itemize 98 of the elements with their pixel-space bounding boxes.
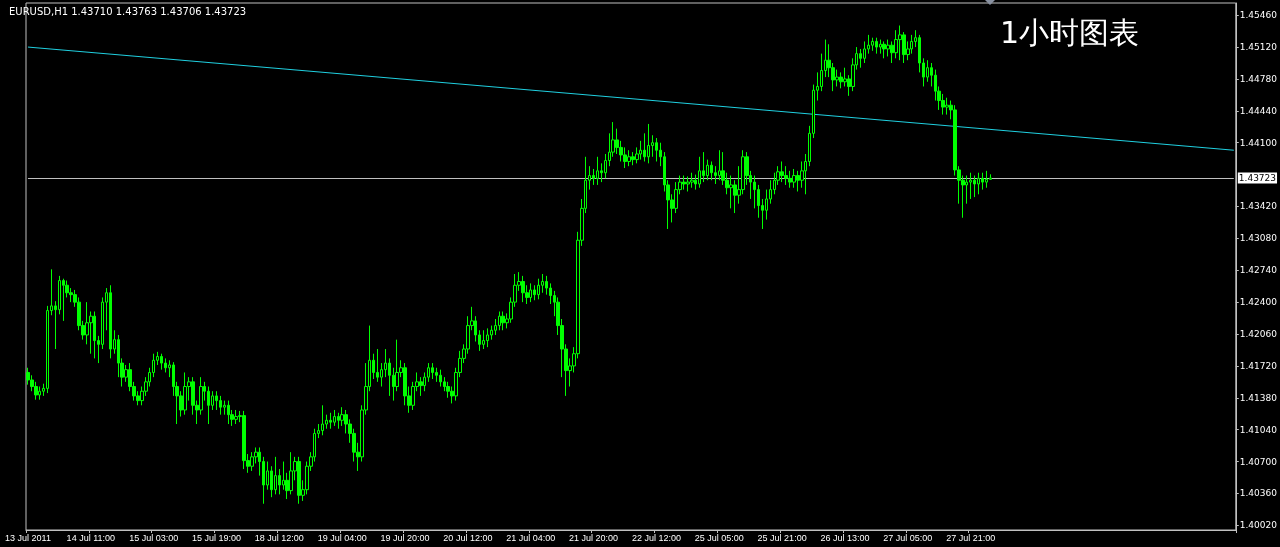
candlestick bbox=[250, 451, 254, 472]
candlestick bbox=[871, 37, 874, 52]
candlestick bbox=[486, 327, 489, 348]
candlestick bbox=[498, 311, 501, 331]
y-tick-label: 1.42740 bbox=[1239, 265, 1278, 276]
candlestick bbox=[215, 390, 218, 411]
x-tick-label: 18 Jul 12:00 bbox=[254, 532, 304, 543]
candlestick bbox=[985, 170, 988, 189]
x-tick-label: 22 Jul 12:00 bbox=[631, 532, 681, 543]
candlestick bbox=[234, 409, 238, 425]
candlestick bbox=[792, 168, 796, 189]
y-tick-label: 1.45120 bbox=[1239, 42, 1278, 53]
candlestick bbox=[969, 172, 972, 200]
candlestick bbox=[419, 376, 423, 397]
y-tick-label: 1.42060 bbox=[1239, 329, 1278, 340]
candlestick bbox=[698, 156, 701, 189]
candlestick bbox=[297, 456, 301, 505]
y-tick-label: 1.40020 bbox=[1239, 520, 1278, 531]
chart-title: EURUSD,H1 1.43710 1.43763 1.43706 1.43723 bbox=[9, 5, 247, 17]
candlestick bbox=[482, 329, 485, 350]
x-tick-label: 27 Jul 21:00 bbox=[946, 532, 996, 543]
candlestick bbox=[376, 348, 379, 383]
candlestick bbox=[501, 311, 505, 331]
y-tick-label: 1.41720 bbox=[1239, 360, 1278, 371]
candlestick bbox=[38, 386, 41, 401]
candlestick bbox=[529, 282, 532, 303]
ref-line-label: 1.43723 bbox=[1238, 173, 1277, 184]
candlestick bbox=[93, 311, 96, 359]
y-tick-label: 1.42400 bbox=[1239, 297, 1278, 308]
candlestick bbox=[207, 386, 210, 425]
candlestick bbox=[321, 404, 324, 436]
candlestick bbox=[718, 149, 721, 181]
candlestick bbox=[62, 278, 65, 322]
candlestick bbox=[710, 160, 713, 181]
y-tick-label: 1.45460 bbox=[1239, 10, 1278, 21]
x-tick-label: 25 Jul 05:00 bbox=[694, 532, 744, 543]
candlestick bbox=[333, 409, 336, 427]
candlestick bbox=[627, 149, 631, 167]
candlestick bbox=[219, 395, 222, 416]
y-tick-label: 1.44100 bbox=[1239, 137, 1278, 148]
y-tick-label: 1.44780 bbox=[1239, 73, 1278, 84]
candlestick bbox=[780, 160, 784, 183]
candlestick bbox=[227, 400, 230, 425]
candlestick bbox=[784, 165, 788, 186]
x-tick-label: 15 Jul 19:00 bbox=[191, 532, 242, 543]
candlestick bbox=[329, 412, 332, 430]
x-tick-label: 26 Jul 13:00 bbox=[820, 532, 870, 543]
annotation: 1小时图表 bbox=[1000, 14, 1140, 50]
x-tick-label: 21 Jul 20:00 bbox=[569, 532, 619, 543]
candlestick bbox=[655, 137, 658, 162]
candlestick bbox=[879, 39, 882, 55]
candlestick bbox=[109, 284, 112, 359]
candlestick bbox=[647, 123, 650, 164]
candlestick bbox=[289, 451, 293, 495]
candlestick bbox=[274, 456, 277, 495]
candlestick bbox=[894, 29, 898, 59]
candlestick bbox=[898, 25, 902, 61]
x-tick-label: 25 Jul 21:00 bbox=[757, 532, 807, 543]
x-tick-label: 14 Jul 11:00 bbox=[66, 532, 115, 543]
candlestick bbox=[729, 175, 733, 209]
y-tick-label: 1.44440 bbox=[1239, 105, 1278, 116]
candlestick bbox=[882, 40, 886, 59]
candlestick bbox=[537, 278, 540, 300]
candlestick bbox=[439, 369, 442, 388]
y-tick-label: 1.40360 bbox=[1239, 488, 1278, 499]
candlestick bbox=[631, 151, 635, 166]
candlestick bbox=[435, 367, 438, 383]
y-tick-label: 1.40700 bbox=[1239, 456, 1278, 467]
candlestick bbox=[945, 97, 949, 116]
candlestick bbox=[160, 353, 163, 371]
candlestick bbox=[686, 175, 690, 192]
x-tick-label: 13 Jul 2011 bbox=[5, 532, 51, 543]
y-tick-label: 1.41040 bbox=[1239, 424, 1278, 435]
y-tick-label: 1.43080 bbox=[1239, 233, 1278, 244]
x-tick-label: 19 Jul 20:00 bbox=[380, 532, 430, 543]
candlestick bbox=[839, 71, 843, 89]
x-tick-label: 15 Jul 03:00 bbox=[129, 532, 179, 543]
candlestick bbox=[446, 381, 450, 399]
x-tick-label: 21 Jul 04:00 bbox=[506, 532, 556, 543]
candlestick bbox=[973, 175, 976, 198]
candlestick bbox=[521, 275, 525, 303]
y-tick-label: 1.43420 bbox=[1239, 201, 1278, 212]
candlestick bbox=[690, 172, 694, 189]
x-tick-label: 20 Jul 12:00 bbox=[443, 532, 493, 543]
candlestick bbox=[164, 357, 167, 373]
candlestick bbox=[981, 172, 984, 191]
candlestick bbox=[183, 371, 187, 416]
candlestick bbox=[926, 59, 929, 83]
candlestick bbox=[242, 410, 246, 470]
candlestick bbox=[788, 170, 792, 189]
candlestick bbox=[431, 362, 434, 380]
candlestick bbox=[875, 37, 878, 55]
candlestick bbox=[596, 156, 599, 186]
x-tick-label: 19 Jul 04:00 bbox=[317, 532, 367, 543]
candlestick bbox=[977, 172, 980, 195]
y-tick-label: 1.41380 bbox=[1239, 392, 1278, 403]
candlestick bbox=[682, 175, 686, 191]
x-tick-label: 27 Jul 05:00 bbox=[883, 532, 933, 543]
